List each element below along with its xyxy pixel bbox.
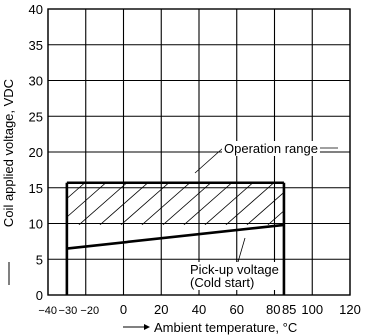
y-tick-label-30: 30	[29, 74, 43, 89]
x-tick-label-120: 120	[339, 302, 361, 317]
x-axis-title: Ambient temperature, °C	[154, 320, 297, 335]
hatch-line	[99, 182, 149, 225]
hatch-line	[120, 182, 170, 225]
y-tick-label-25: 25	[29, 109, 43, 124]
x-tick-label-40: 40	[192, 302, 206, 317]
annotation-operation-range-bg	[222, 141, 320, 156]
operation-range-hatch	[66, 182, 284, 225]
hatch-line	[267, 182, 284, 225]
annotation-pickup-voltage: Pick-up voltage	[190, 262, 279, 277]
y-tick-label-15: 15	[29, 181, 43, 196]
pickup-voltage-line	[66, 223, 285, 250]
y-tick-label-35: 35	[29, 38, 43, 53]
x-tick-label-20: 20	[154, 302, 168, 317]
chart-marks	[65, 141, 338, 295]
x-tick-label-80: 80	[266, 302, 280, 317]
x-tick-label--30: −30	[59, 305, 78, 317]
x-axis-label: Ambient temperature, °C	[123, 320, 297, 335]
y-tick-label-0: 0	[36, 288, 43, 303]
x-tick-label-85: 85	[282, 302, 296, 317]
hatch-lines	[66, 182, 284, 225]
plot-frame	[47, 8, 351, 296]
y-axis-label: Coil applied voltage, VDC	[1, 79, 16, 285]
tick-labels: 0 5 10 15 20 25 30 35 40 −40 −30 −20 0 20 40 60 80 85 100 1…	[29, 2, 361, 317]
hatch-line	[225, 182, 275, 225]
hatch-line	[204, 182, 254, 225]
y-tick-label-20: 20	[29, 145, 43, 160]
hatch-line	[66, 182, 107, 225]
x-tick-label-60: 60	[230, 302, 244, 317]
x-tick-label--40: −40	[38, 305, 57, 317]
x-axis-arrow-head	[144, 324, 150, 330]
hatch-line	[183, 182, 233, 225]
x-tick-label--20: −20	[80, 305, 99, 317]
annotation-cold-start: (Cold start)	[190, 275, 254, 290]
y-tick-label-40: 40	[29, 2, 43, 17]
hatch-line	[78, 182, 128, 225]
y-axis-title: Coil applied voltage, VDC	[1, 79, 16, 227]
hatch-line	[246, 182, 284, 225]
y-tick-label-10: 10	[29, 217, 43, 232]
x-tick-label-0: 0	[120, 302, 127, 317]
operation-range-leader	[194, 147, 224, 174]
y-tick-label-5: 5	[36, 252, 43, 267]
x-tick-label-100: 100	[301, 302, 323, 317]
annotation-pickup-bg	[188, 262, 281, 290]
hatch-line	[162, 182, 212, 225]
hatch-line	[141, 182, 191, 225]
pickup-voltage-leader	[237, 237, 246, 263]
hatch-line	[66, 182, 86, 225]
annotation-operation-range: Operation range	[224, 141, 318, 156]
grid	[47, 8, 351, 296]
